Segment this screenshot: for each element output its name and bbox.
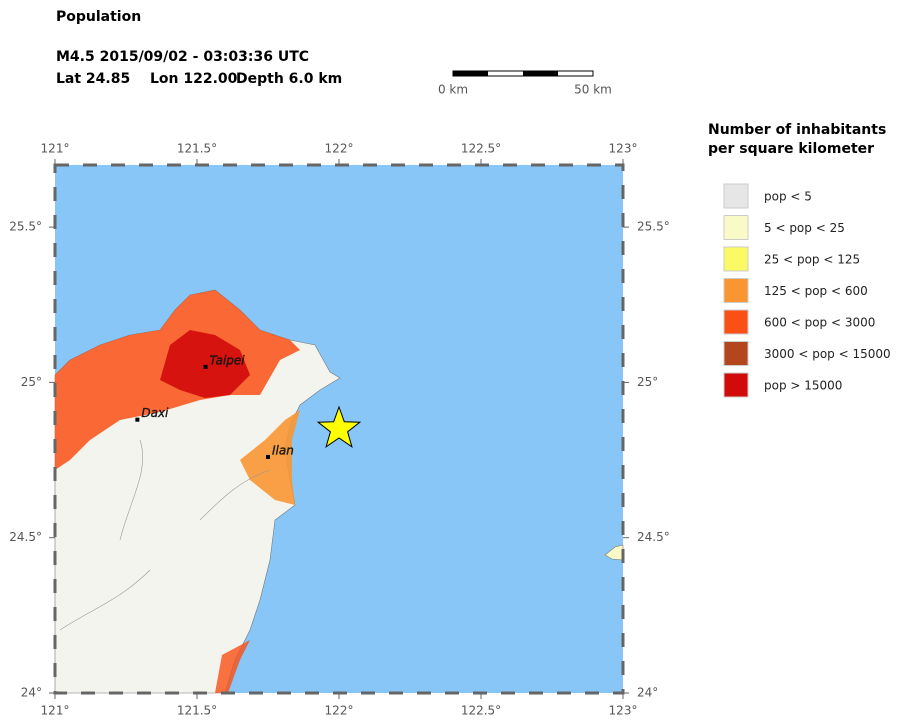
legend-swatch — [723, 372, 749, 398]
scale-seg — [523, 71, 558, 76]
lon-tick-label: 121.5° — [177, 704, 217, 718]
event-line: M4.5 2015/09/02 - 03:03:36 UTC — [56, 49, 309, 65]
scale-seg — [453, 71, 488, 76]
lat-text: Lat 24.85 — [56, 71, 130, 87]
legend-title: per square kilometer — [708, 141, 874, 157]
lon-tick-label: 122.5° — [461, 704, 501, 718]
city-marker — [135, 417, 140, 422]
lon-tick-label: 123° — [609, 704, 638, 718]
legend-label: pop < 5 — [764, 190, 812, 204]
lat-tick-label: 24° — [637, 686, 658, 700]
lat-tick-label: 25.5° — [637, 220, 670, 234]
legend-label: 25 < pop < 125 — [764, 253, 860, 267]
legend-label: 125 < pop < 600 — [764, 284, 868, 298]
title: Population — [56, 9, 141, 25]
legend-swatch — [723, 341, 749, 366]
legend-swatch — [723, 215, 749, 240]
lon-tick-label: 123° — [609, 142, 638, 156]
legend-label: 3000 < pop < 15000 — [764, 347, 891, 361]
city-marker — [266, 454, 270, 459]
scale-bar — [452, 70, 594, 77]
city-label: Ilan — [272, 443, 294, 457]
scale-end: 50 km — [574, 83, 612, 97]
epicenter — [316, 405, 362, 448]
lat-tick-label: 24.5° — [9, 530, 42, 544]
legend-swatch — [723, 309, 749, 335]
dense-area — [160, 330, 250, 398]
lon-tick-label: 122.5° — [461, 142, 501, 156]
river — [59, 439, 271, 631]
lat-tick-label: 25° — [637, 375, 658, 389]
lon-tick-label: 121.5° — [177, 142, 217, 156]
lon-tick-label: 121° — [41, 142, 70, 156]
lon-tick-label: 122° — [325, 142, 354, 156]
lat-tick-label: 24° — [21, 686, 42, 700]
lon-text: Lon 122.00 — [150, 71, 238, 87]
lat-tick-label: 24.5° — [637, 530, 670, 544]
legend-swatch — [723, 183, 749, 209]
city-label: Taipei — [210, 353, 246, 367]
lat-tick-label: 25.5° — [9, 220, 42, 234]
legend-label: 5 < pop < 25 — [764, 221, 845, 235]
legend-title: Number of inhabitants — [708, 122, 886, 138]
city-label: Daxi — [141, 406, 169, 420]
depth-text: Depth 6.0 km — [236, 71, 342, 87]
land — [54, 289, 624, 694]
lat-tick-label: 25° — [21, 375, 42, 389]
lon-tick-label: 121° — [41, 704, 70, 718]
dense-area — [215, 640, 250, 693]
city-marker — [203, 364, 208, 369]
legend-swatch — [723, 246, 749, 272]
legend-label: pop > 15000 — [764, 379, 842, 393]
legend-label: 600 < pop < 3000 — [764, 316, 875, 330]
legend-swatch — [723, 278, 749, 303]
lon-tick-label: 122° — [325, 704, 354, 718]
scale-start: 0 km — [438, 83, 468, 97]
